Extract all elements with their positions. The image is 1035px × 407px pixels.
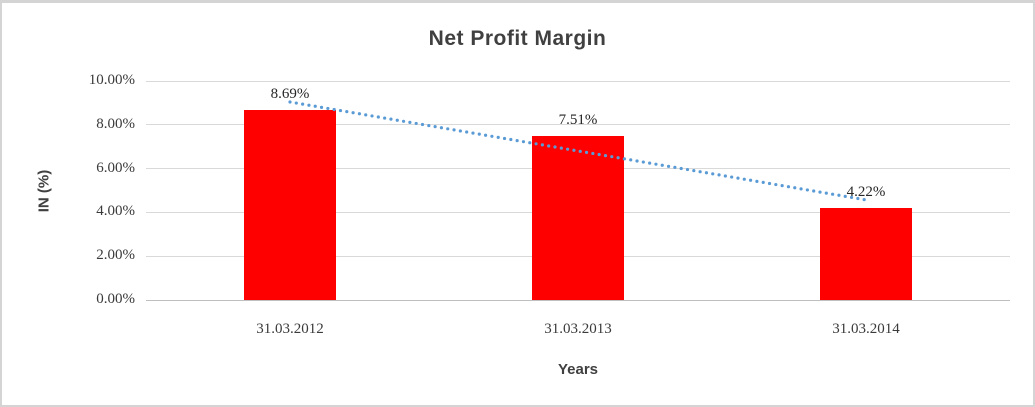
- y-tick-label: 8.00%: [96, 115, 135, 132]
- x-axis-line: [146, 299, 1010, 301]
- x-axis-title: Years: [557, 361, 599, 378]
- bar: [244, 109, 336, 300]
- bar-data-label: 4.22%: [846, 183, 886, 200]
- y-tick-label: 10.00%: [88, 72, 135, 88]
- gridline: [146, 80, 1010, 82]
- bar: [820, 207, 912, 300]
- y-tick-label: 4.00%: [96, 203, 135, 220]
- x-tick-label: 31.03.2012: [256, 321, 324, 337]
- trendline: [288, 100, 868, 202]
- y-tick-label: 2.00%: [96, 247, 135, 264]
- x-tick-label: 31.03.2013: [544, 321, 612, 337]
- bar-data-label: 8.69%: [270, 85, 310, 102]
- chart-title: Net Profit Margin: [428, 27, 607, 50]
- bar-data-label: 7.51%: [558, 111, 598, 128]
- x-tick-label: 31.03.2014: [832, 321, 900, 337]
- bar: [532, 135, 624, 300]
- y-tick-label: 6.00%: [96, 159, 135, 176]
- y-tick-label: 0.00%: [96, 291, 135, 307]
